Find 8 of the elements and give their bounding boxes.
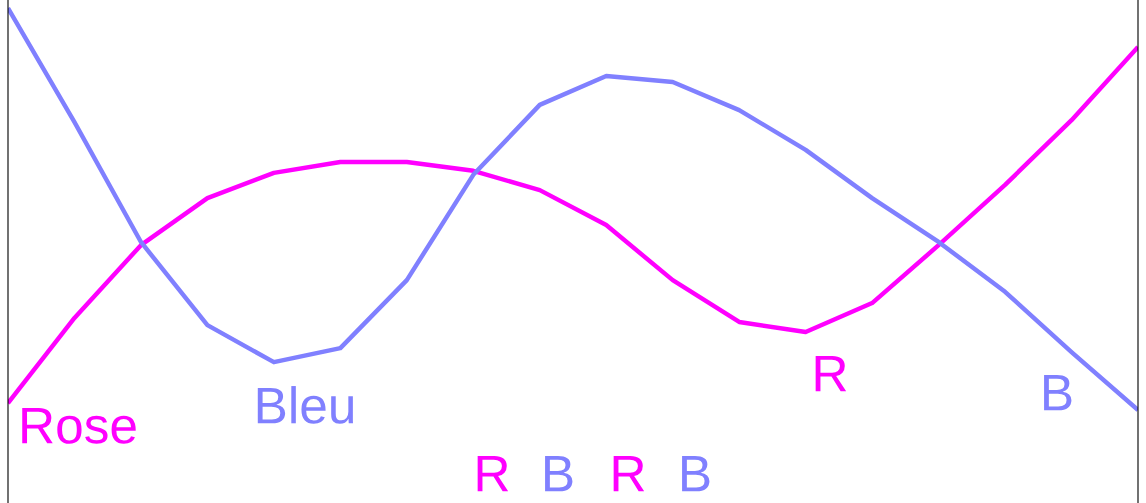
series-label: Bleu (257, 386, 354, 424)
text: B (682, 455, 710, 492)
text: B (545, 455, 573, 492)
text: R (613, 455, 645, 492)
annotation: R (815, 355, 847, 392)
annotation: B (1044, 374, 1072, 411)
text: R (477, 455, 509, 492)
series-label: Rose (22, 407, 136, 444)
